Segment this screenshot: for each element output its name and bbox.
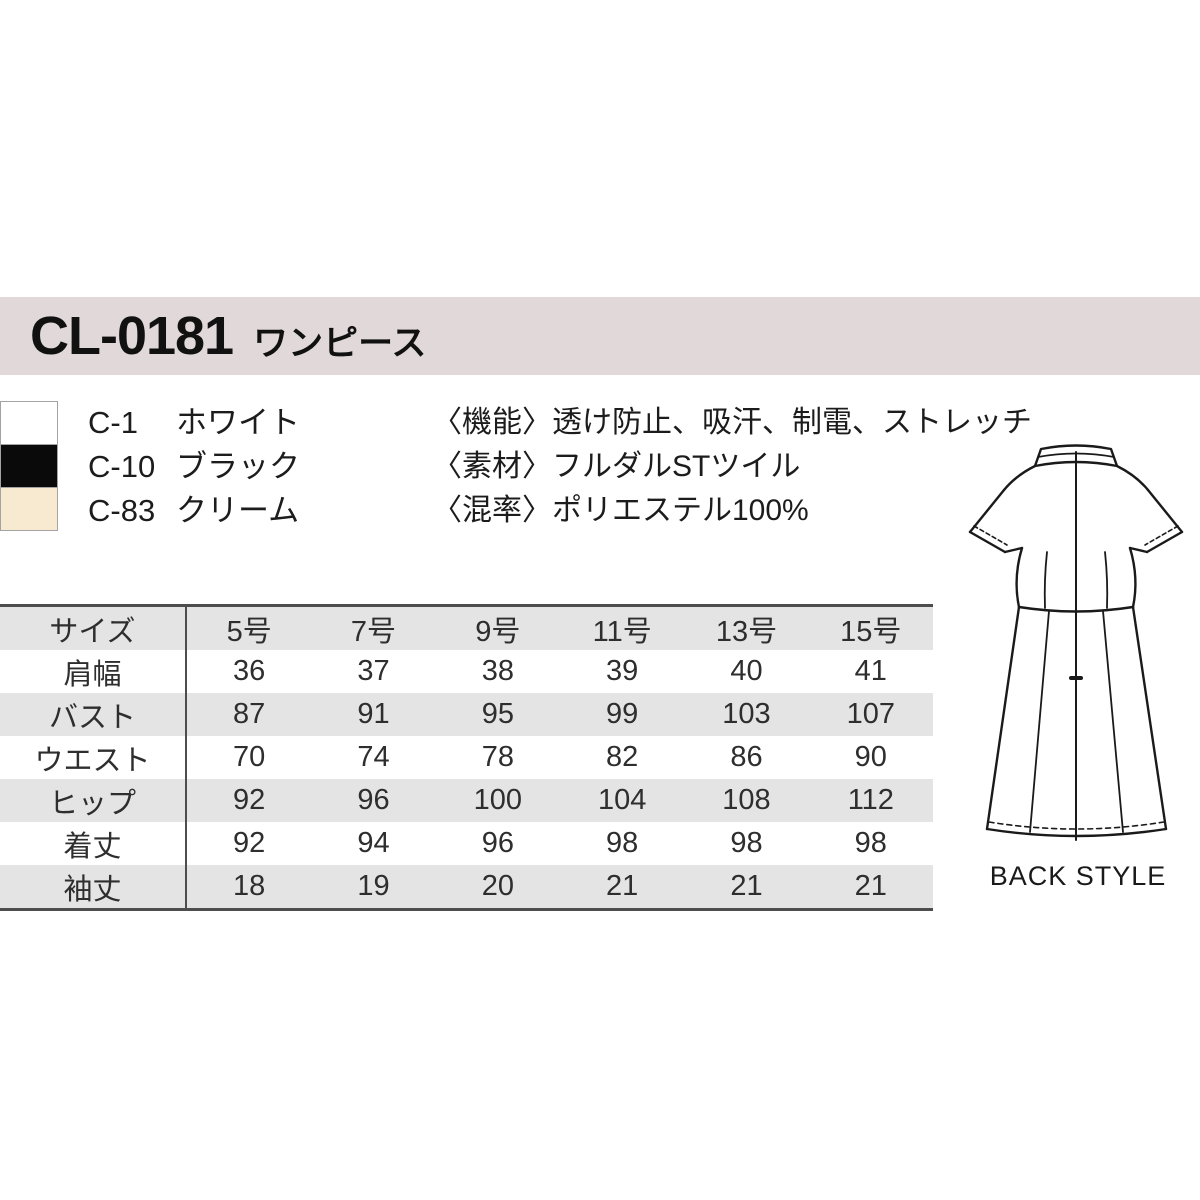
spec-value: フルダルSTツイル [552, 450, 801, 483]
table-cell: 21 [730, 870, 763, 902]
table-cell: 74 [357, 741, 390, 773]
color-row-black: C-10 ブラック [88, 445, 300, 489]
table-cell: 94 [357, 827, 390, 859]
spec-list: 〈機能〉透け防止、吸汗、制電、ストレッチ 〈素材〉フルダルSTツイル 〈混率〉ポ… [432, 401, 1032, 533]
table-cell: 99 [606, 698, 639, 730]
product-code: CL-0181 [30, 306, 234, 366]
back-style-illustration: BACK STYLE [953, 440, 1200, 892]
table-cell: 98 [854, 827, 887, 859]
color-label-list: C-1 ホワイト C-10 ブラック C-83 クリーム [88, 401, 300, 533]
spec-value: ポリエステル100% [552, 494, 809, 527]
color-swatch-cream [0, 487, 58, 531]
table-cell: 98 [606, 827, 639, 859]
color-name: クリーム [176, 493, 300, 528]
table-cell: 95 [481, 698, 514, 730]
table-cell: 41 [854, 655, 887, 687]
color-code: C-83 [88, 493, 156, 528]
table-cell: 21 [606, 870, 639, 902]
color-swatch-black [0, 444, 58, 488]
table-cell: 100 [473, 784, 523, 816]
spec-material: 〈素材〉フルダルSTツイル [432, 445, 1032, 489]
table-cell: 39 [606, 655, 639, 687]
table-cell: 107 [846, 698, 895, 730]
color-row-white: C-1 ホワイト [88, 401, 300, 445]
table-cell: 92 [233, 827, 266, 859]
table-cell: 78 [481, 741, 514, 773]
spec-label: 〈素材〉 [432, 450, 552, 483]
row-label: ヒップ [0, 779, 187, 822]
spec-label: 〈混率〉 [432, 494, 552, 527]
row-label: 袖丈 [0, 865, 187, 908]
table-cell: 37 [357, 655, 390, 687]
table-cell: 104 [597, 784, 647, 816]
table-cell: 98 [730, 827, 763, 859]
table-row-length: 着丈 92 94 96 98 98 98 [0, 822, 933, 865]
table-cell: 20 [481, 870, 514, 902]
spec-label: 〈機能〉 [432, 406, 552, 439]
table-cell: 112 [847, 784, 894, 816]
product-name: ワンピース [253, 323, 427, 363]
spec-function: 〈機能〉透け防止、吸汗、制電、ストレッチ [432, 401, 1032, 445]
illustration-caption: BACK STYLE [989, 861, 1167, 891]
table-row-shoulder: 肩幅 36 37 38 39 40 41 [0, 650, 933, 693]
table-cell: 19 [357, 870, 390, 902]
color-code: C-1 [88, 405, 138, 440]
color-name: ブラック [176, 449, 300, 484]
table-header-cell: 5号 [226, 615, 272, 648]
color-code: C-10 [88, 449, 156, 484]
table-cell: 70 [233, 741, 266, 773]
row-label: ウエスト [0, 736, 187, 779]
table-header-cell: 11号 [592, 615, 652, 648]
table-row-hip: ヒップ 92 96 100 104 108 112 [0, 779, 933, 822]
table-header-cell: 7号 [350, 615, 397, 648]
color-row-cream: C-83 クリーム [88, 489, 300, 533]
table-row-bust: バスト 87 91 95 99 103 107 [0, 693, 933, 736]
table-cell: 91 [357, 698, 390, 730]
table-cell: 18 [233, 870, 266, 902]
table-header-cell: 13号 [715, 615, 778, 648]
spec-composition: 〈混率〉ポリエステル100% [432, 489, 1032, 533]
table-cell: 103 [722, 698, 771, 730]
row-label: 肩幅 [0, 650, 187, 693]
table-header-cell: 9号 [475, 615, 521, 648]
spec-value: 透け防止、吸汗、制電、ストレッチ [552, 406, 1032, 439]
row-label: バスト [0, 693, 187, 736]
color-name: ホワイト [176, 405, 300, 440]
table-cell: 86 [730, 741, 763, 773]
table-cell: 82 [606, 741, 639, 773]
table-header-cell: サイズ [0, 607, 187, 650]
table-cell: 90 [854, 741, 887, 773]
table-header-cell: 15号 [840, 615, 902, 648]
table-cell: 21 [854, 870, 887, 902]
size-table: サイズ 5号 7号 9号 11号 13号 15号 肩幅 36 37 38 39 … [0, 604, 933, 911]
table-cell: 108 [722, 784, 771, 816]
table-cell: 36 [233, 655, 266, 687]
dress-back-drawing [968, 444, 1184, 841]
table-header-row: サイズ 5号 7号 9号 11号 13号 15号 [0, 607, 933, 650]
table-cell: 87 [233, 698, 266, 730]
table-cell: 96 [357, 784, 390, 816]
color-swatch-column [0, 401, 58, 531]
table-cell: 92 [233, 784, 266, 816]
table-row-sleeve: 袖丈 18 19 20 21 21 21 [0, 865, 933, 908]
table-cell: 38 [481, 655, 514, 687]
table-cell: 40 [730, 655, 763, 687]
color-swatch-white [0, 401, 58, 445]
table-row-waist: ウエスト 70 74 78 82 86 90 [0, 736, 933, 779]
row-label: 着丈 [0, 822, 187, 865]
product-header: CL-0181 ワンピース [0, 297, 1200, 375]
table-cell: 96 [481, 827, 514, 859]
